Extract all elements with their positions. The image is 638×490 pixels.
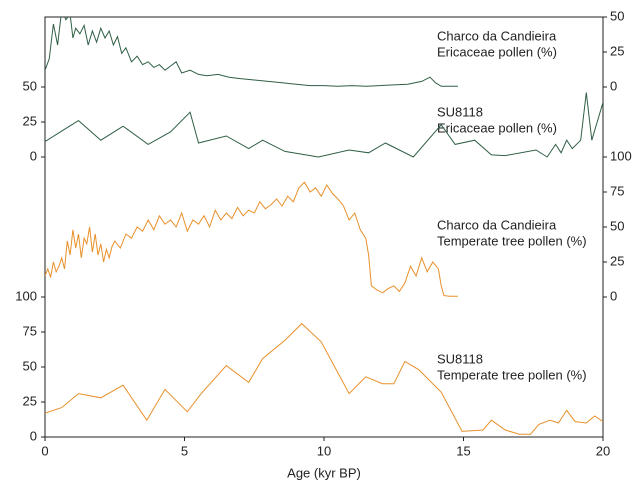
y-tick-label: 25 <box>610 43 624 58</box>
y-tick-label: 75 <box>23 323 37 338</box>
y-tick-label: 25 <box>23 393 37 408</box>
y-tick-label: 0 <box>610 78 617 93</box>
y-tick-label: 0 <box>610 288 617 303</box>
x-tick-label: 5 <box>181 443 188 458</box>
y-tick-label: 100 <box>15 288 37 303</box>
series-label: Ericaceae pollen (%) <box>437 120 557 135</box>
series-label: Charco da Candieira <box>437 217 557 232</box>
y-tick-label: 50 <box>610 218 624 233</box>
y-tick-label: 50 <box>23 78 37 93</box>
y-tick-label: 100 <box>610 148 632 163</box>
y-tick-label: 25 <box>23 113 37 128</box>
series-label: Charco da Candieira <box>437 28 557 43</box>
series-label: SU8118 <box>437 104 483 119</box>
y-tick-label: 75 <box>610 183 624 198</box>
series-label: SU8118 <box>437 351 483 366</box>
y-tick-label: 50 <box>610 8 624 23</box>
x-axis-label: Age (kyr BP) <box>287 465 361 480</box>
x-tick-label: 15 <box>456 443 470 458</box>
x-tick-label: 0 <box>41 443 48 458</box>
x-tick-label: 20 <box>596 443 610 458</box>
series-label: Temperate tree pollen (%) <box>437 233 587 248</box>
series-label: Ericaceae pollen (%) <box>437 44 557 59</box>
y-tick-label: 25 <box>610 253 624 268</box>
y-tick-label: 0 <box>30 428 37 443</box>
x-tick-label: 10 <box>317 443 331 458</box>
data-line <box>45 322 603 435</box>
y-tick-label: 50 <box>23 358 37 373</box>
data-line <box>45 181 458 297</box>
series-label: Temperate tree pollen (%) <box>437 367 587 382</box>
data-line <box>45 92 603 158</box>
data-line <box>45 17 458 87</box>
y-tick-label: 0 <box>30 148 37 163</box>
